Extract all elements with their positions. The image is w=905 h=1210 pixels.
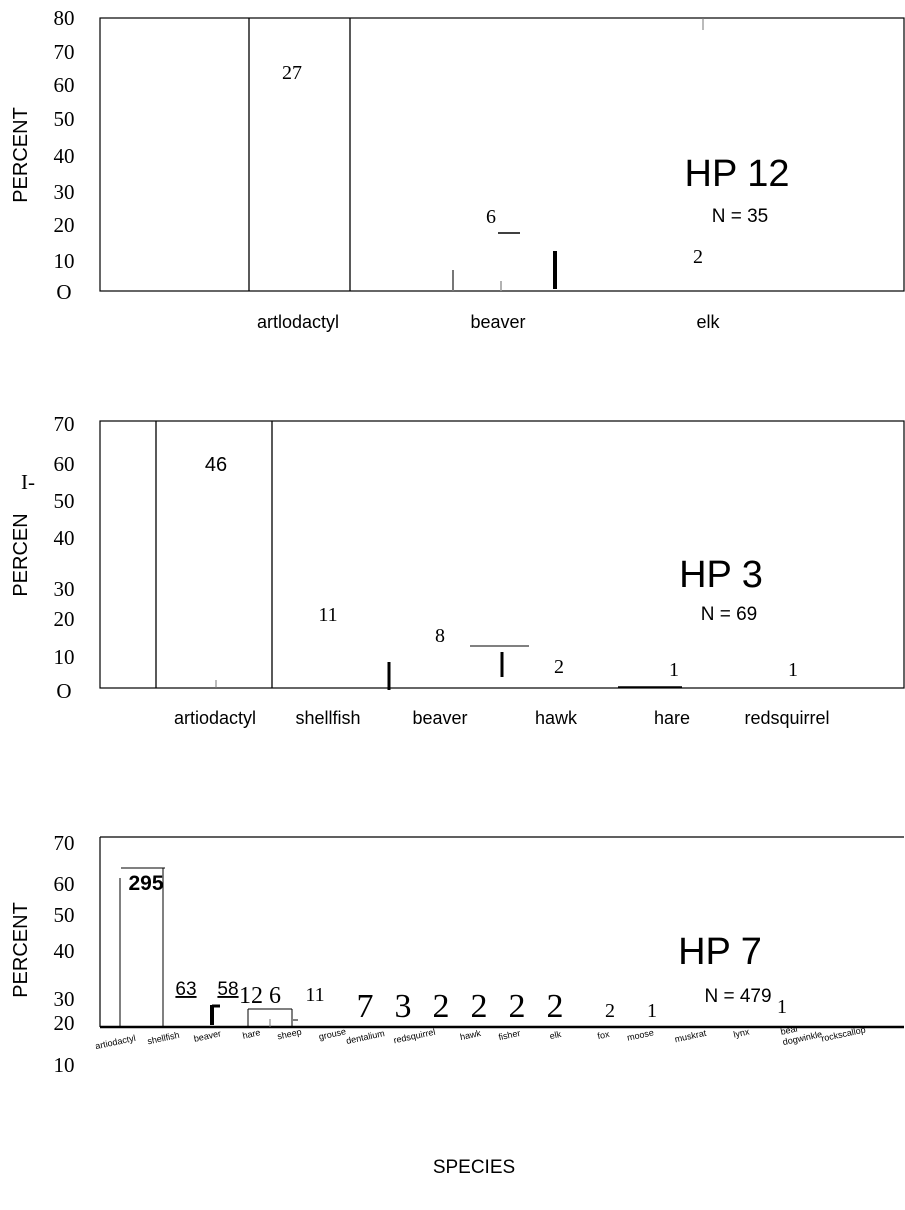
count-label: 1 — [777, 996, 787, 1018]
panel-title: HP 12 — [685, 153, 790, 195]
y-tick-label: 70 — [54, 831, 75, 855]
count-label: 46 — [205, 454, 227, 476]
y-axis-label-fragment: I- — [21, 470, 35, 494]
category-label: elk — [549, 1029, 563, 1041]
count-label: 8 — [435, 625, 445, 647]
category-label: elk — [696, 312, 720, 332]
y-tick-label: 50 — [54, 107, 75, 131]
count-label: 27 — [282, 62, 302, 84]
category-label: shellfish — [295, 708, 360, 728]
count-label: 2 — [471, 988, 488, 1025]
count-label: 2 — [605, 1000, 615, 1022]
category-label: muskrat — [674, 1028, 708, 1045]
count-label: 11 — [305, 984, 324, 1006]
plot-frame — [99, 420, 905, 689]
category-label: fox — [596, 1029, 610, 1041]
y-tick-label: 30 — [54, 987, 75, 1011]
x-axis-label: SPECIES — [433, 1157, 515, 1178]
category-label: artiodactyl — [94, 1033, 136, 1051]
category-label: beaver — [412, 708, 467, 728]
category-label: hawk — [459, 1028, 482, 1042]
count-label: 3 — [395, 988, 412, 1025]
y-tick-label: O — [56, 280, 71, 304]
y-tick-label: 40 — [54, 939, 75, 963]
panel-title: HP 3 — [679, 554, 763, 596]
count-label: 2 — [509, 988, 526, 1025]
category-label: shellfish — [146, 1030, 180, 1047]
y-tick-label: 60 — [54, 872, 75, 896]
y-tick-label: 10 — [54, 1053, 75, 1077]
count-label: 1 — [647, 1000, 657, 1022]
count-label: 6 — [486, 206, 496, 228]
category-label: redsquirrel — [744, 708, 829, 728]
category-label: grouse — [318, 1026, 347, 1042]
count-label: 2 — [433, 988, 450, 1025]
count-label: 2 — [693, 246, 703, 268]
category-label: sheep — [276, 1027, 302, 1042]
category-label: beaver — [193, 1028, 222, 1044]
y-tick-label: 20 — [54, 213, 75, 237]
panel-sample-size: N = 479 — [704, 986, 771, 1007]
y-tick-label: 70 — [54, 412, 75, 436]
y-tick-label: 10 — [54, 249, 75, 273]
count-label: 7 — [357, 988, 374, 1025]
category-label: artlodactyl — [257, 312, 339, 332]
y-tick-label: 50 — [54, 489, 75, 513]
category-label: lynx — [733, 1026, 751, 1039]
y-axis-label: PERCENT — [10, 902, 32, 998]
y-tick-label: 60 — [54, 452, 75, 476]
category-label: fisher — [498, 1028, 522, 1042]
category-label: artiodactyl — [174, 708, 256, 728]
y-tick-label: 40 — [54, 144, 75, 168]
category-label: hawk — [535, 708, 578, 728]
y-tick-label: 80 — [54, 6, 75, 30]
y-axis-label: PERCENT — [10, 107, 32, 203]
count-label: 11 — [318, 604, 337, 626]
y-tick-label: 40 — [54, 526, 75, 550]
count-label: 58 — [217, 979, 238, 1000]
panel-hp7: 70 60 50 40 30 20 10 O PERCENT 295 63 58… — [10, 831, 904, 1178]
panel-sample-size: N = 35 — [712, 206, 769, 227]
y-tick-label: 10 — [54, 645, 75, 669]
y-tick-label: 60 — [54, 73, 75, 97]
y-tick-label: 70 — [54, 40, 75, 64]
plot-frame — [99, 17, 905, 292]
count-label: 63 — [175, 979, 196, 1000]
category-label: hare — [654, 708, 690, 728]
count-label: 1 — [669, 659, 679, 681]
category-label: dentalium — [345, 1028, 385, 1046]
count-label: 2 — [547, 988, 564, 1025]
y-tick-label: 30 — [54, 577, 75, 601]
panel-sample-size: N = 69 — [701, 604, 758, 625]
category-label: moose — [626, 1027, 655, 1042]
count-label: 2 — [554, 656, 564, 678]
count-label: 6 — [269, 983, 281, 1009]
y-tick-label: O — [56, 679, 71, 703]
y-axis-label: PERCEN — [10, 513, 32, 596]
category-label: redsquirrel — [393, 1027, 437, 1046]
panel-title: HP 7 — [678, 931, 762, 973]
category-label: hare — [242, 1027, 262, 1041]
panel-hp3: 70 60 50 40 30 20 10 O PERCEN I- 46 11 8… — [10, 412, 905, 728]
y-tick-label: 50 — [54, 903, 75, 927]
y-tick-label: 20 — [54, 607, 75, 631]
y-tick-label: 30 — [54, 180, 75, 204]
category-label: beaver — [470, 312, 525, 332]
count-label: 12 — [239, 983, 263, 1009]
count-label: 295 — [128, 872, 163, 895]
count-label: 1 — [788, 659, 798, 681]
panel-hp12: 80 70 60 50 40 30 20 10 O PERCENT 27 6 2… — [10, 6, 905, 332]
y-tick-label: 20 — [54, 1011, 75, 1035]
category-label: bear — [780, 1023, 800, 1037]
